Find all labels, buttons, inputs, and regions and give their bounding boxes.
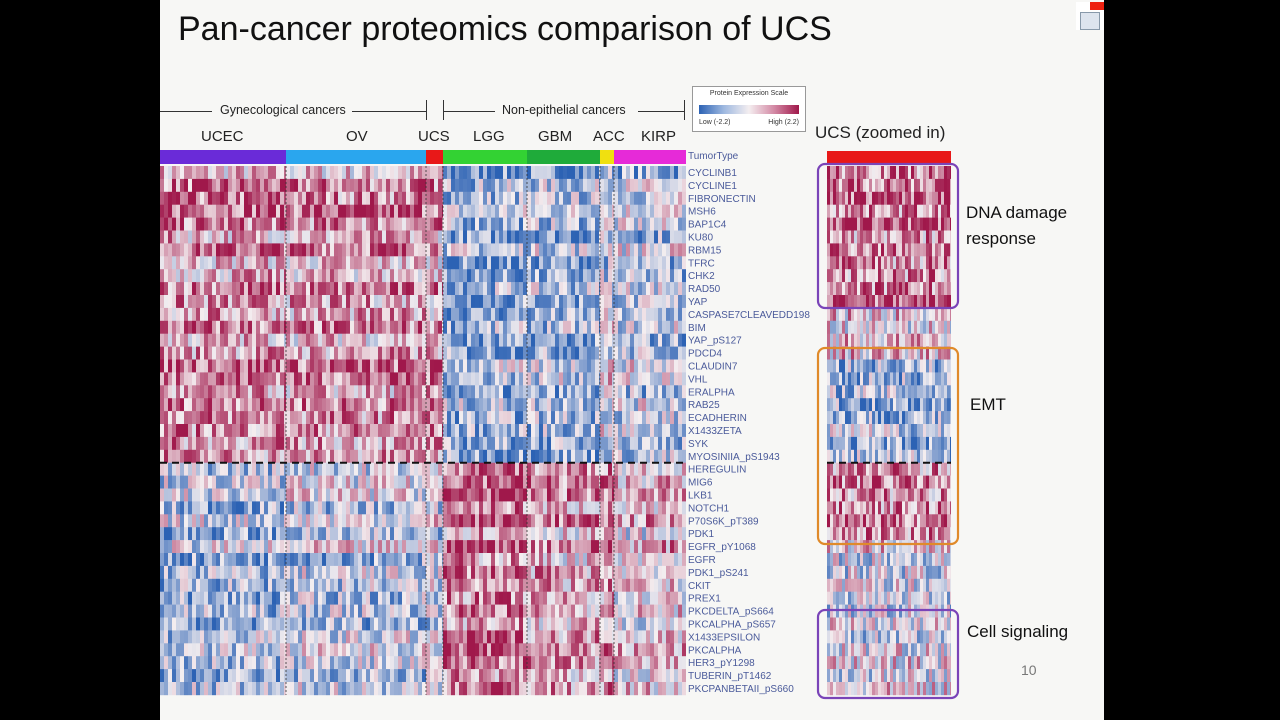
- gene-label: KU80: [688, 233, 713, 244]
- scale-gradient-bar: [699, 105, 799, 114]
- group-label-gynecological: Gynecological cancers: [220, 103, 346, 117]
- gene-label: PKCALPHA_pS657: [688, 620, 776, 631]
- gene-label: EGFR: [688, 555, 716, 566]
- gene-label: HER3_pY1298: [688, 658, 755, 669]
- gene-label: VHL: [688, 374, 708, 385]
- tumor-type-bar-ucs: [426, 150, 443, 164]
- cancer-label-kirp: KIRP: [641, 128, 677, 145]
- gene-label: RAB25: [688, 400, 720, 411]
- tumor-type-bar-ucec: [160, 150, 286, 164]
- gene-label: P70S6K_pT389: [688, 516, 759, 527]
- region-label-cell-signaling: Cell signaling: [967, 622, 1069, 641]
- zoom-tumor-type-bar: [827, 151, 951, 163]
- gene-label: PKCALPHA: [688, 645, 742, 656]
- gene-label: TUBERIN_pT1462: [688, 671, 772, 682]
- gene-label: TFRC: [688, 258, 715, 269]
- region-label-dna-damage: DNA damage response: [966, 203, 1068, 248]
- slide: Pan-cancer proteomics comparison of UCS …: [160, 0, 1104, 720]
- gene-label: X1433EPSILON: [688, 632, 760, 643]
- tumor-type-bar-kirp: [614, 150, 686, 164]
- gene-label: RAD50: [688, 284, 721, 295]
- tumor-type-bar-lgg: [443, 150, 527, 164]
- expression-scale-legend: Protein Expression Scale Low (-2.2) High…: [692, 86, 806, 132]
- group-line: [638, 111, 684, 112]
- cancer-label-ov: OV: [346, 128, 368, 145]
- gene-label: X1433ZETA: [688, 426, 742, 437]
- gene-label: CHK2: [688, 271, 715, 282]
- heatmap-figure: TumorType CYCLINB1 CYCLINE1 FIBRONECTIN MSH6…: [160, 150, 960, 700]
- gene-label: PKCPANBETAII_pS660: [688, 684, 794, 695]
- tumor-type-bar-acc: [600, 150, 614, 164]
- gene-label: PKCDELTA_pS664: [688, 607, 774, 618]
- tumor-type-bar-ov: [286, 150, 426, 164]
- region-label-emt: EMT: [970, 395, 1006, 414]
- gene-label: YAP_pS127: [688, 336, 742, 347]
- cancer-label-ucs: UCS: [418, 128, 450, 145]
- gene-label: CYCLINB1: [688, 168, 737, 179]
- group-label-non-epithelial: Non-epithelial cancers: [502, 103, 626, 117]
- slide-title: Pan-cancer proteomics comparison of UCS: [178, 10, 832, 48]
- gene-label: ECADHERIN: [688, 413, 747, 424]
- presentation-corner-icon: [1076, 2, 1104, 30]
- gene-label: PDCD4: [688, 349, 722, 360]
- zoom-region-box: [816, 162, 960, 310]
- scale-high-label: High (2.2): [768, 119, 799, 126]
- scale-low-label: Low (-2.2): [699, 119, 731, 126]
- zoom-heatmap-cells: [827, 166, 951, 696]
- gene-label: PDK1: [688, 529, 715, 540]
- gene-label: PDK1_pS241: [688, 568, 749, 579]
- gene-label: MYOSINIIA_pS1943: [688, 452, 780, 463]
- gene-label: CASPASE7CLEAVEDD198: [688, 310, 810, 321]
- cancer-label-acc: ACC: [593, 128, 625, 145]
- gene-label: LKB1: [688, 491, 713, 502]
- gene-label: YAP: [688, 297, 708, 308]
- gene-label: MSH6: [688, 207, 716, 218]
- group-line: [160, 111, 212, 112]
- gene-label: CYCLINE1: [688, 181, 737, 192]
- gene-label: EGFR_pY1068: [688, 542, 756, 553]
- gene-label: RBM15: [688, 245, 722, 256]
- gene-label: CLAUDIN7: [688, 362, 738, 373]
- gene-label: HEREGULIN: [688, 465, 746, 476]
- page-number: 10: [1021, 662, 1037, 678]
- cancer-label-gbm: GBM: [538, 128, 573, 145]
- gene-label: BIM: [688, 323, 706, 334]
- tumor-type-label: TumorType: [688, 151, 739, 162]
- gene-label: SYK: [688, 439, 708, 450]
- group-tick: [426, 100, 427, 120]
- group-tick: [684, 100, 685, 120]
- gene-label: BAP1C4: [688, 220, 727, 231]
- gene-label: FIBRONECTIN: [688, 194, 756, 205]
- gene-label: PREX1: [688, 594, 721, 605]
- group-line: [352, 111, 426, 112]
- zoom-title: UCS (zoomed in): [815, 123, 946, 142]
- cancer-label-lgg: LGG: [473, 128, 505, 145]
- tumor-type-bar-gbm: [527, 150, 600, 164]
- cancer-label-ucec: UCEC: [201, 128, 244, 145]
- gene-label: NOTCH1: [688, 503, 730, 514]
- gene-label: CKIT: [688, 581, 711, 592]
- group-line: [443, 111, 495, 112]
- gene-label: MIG6: [688, 478, 713, 489]
- group-tick: [443, 100, 444, 120]
- gene-label: ERALPHA: [688, 387, 735, 398]
- zoom-region-box: [816, 346, 960, 546]
- scale-title: Protein Expression Scale: [709, 90, 789, 97]
- heatmap-cells: [160, 166, 686, 696]
- zoom-region-box: [816, 608, 960, 700]
